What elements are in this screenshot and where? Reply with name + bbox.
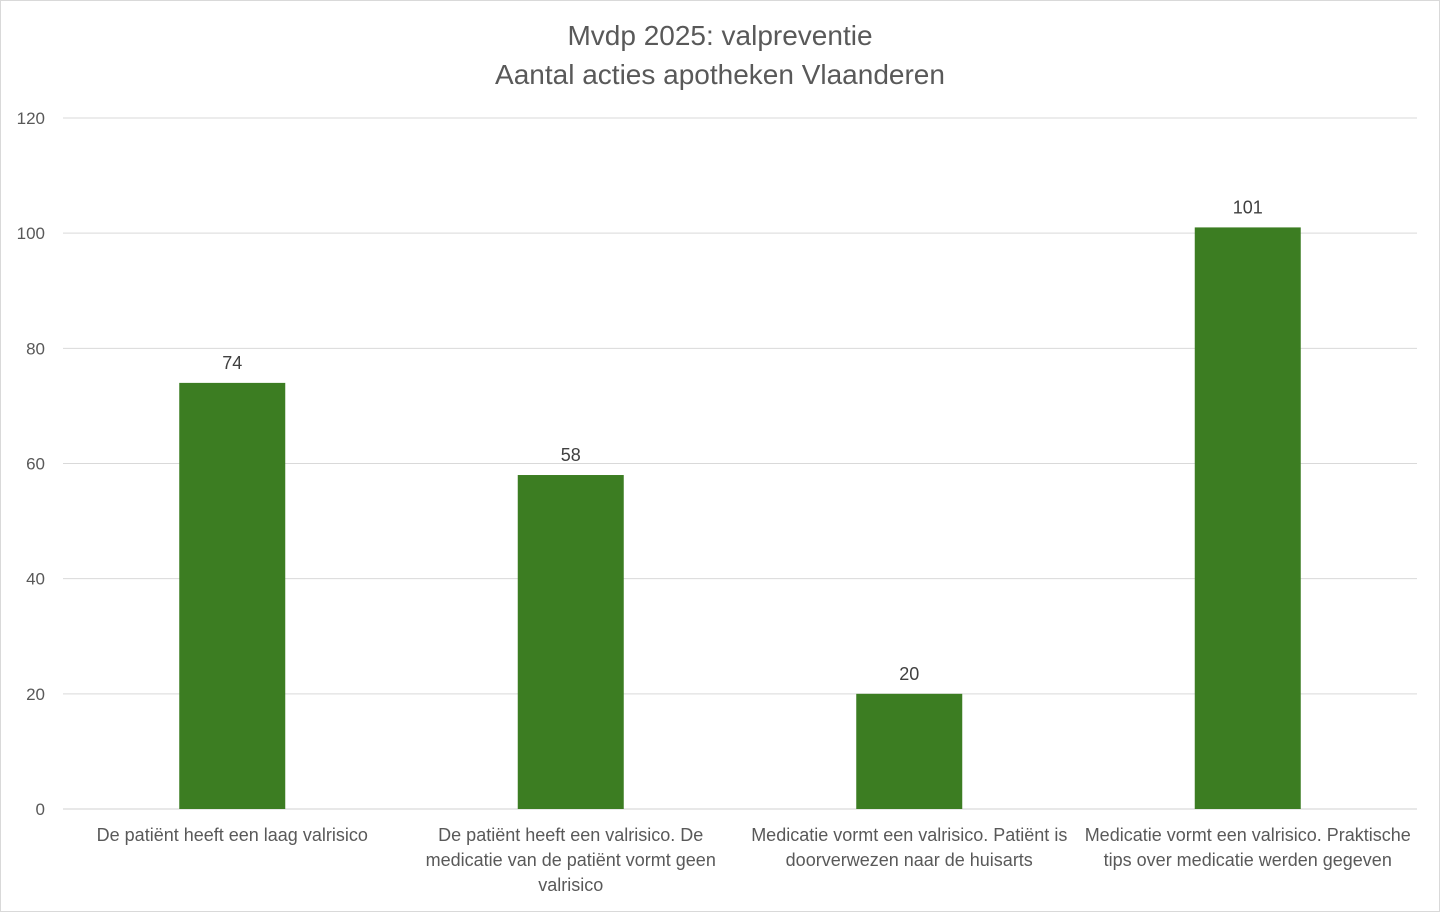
category-label: De patiënt heeft een laag valrisico xyxy=(96,825,368,845)
y-tick-label: 80 xyxy=(26,339,45,358)
chart-subtitle: Aantal acties apotheken Vlaanderen xyxy=(495,59,945,90)
y-tick-label: 60 xyxy=(26,455,45,474)
chart-title: Mvdp 2025: valpreventie xyxy=(567,20,873,51)
bar xyxy=(1194,227,1301,810)
data-label: 20 xyxy=(899,664,919,684)
data-label: 74 xyxy=(222,353,242,373)
bar xyxy=(517,475,624,809)
y-tick-label: 120 xyxy=(17,109,45,128)
category-label: De patiënt heeft een valrisico. De medic… xyxy=(425,825,716,895)
data-label: 58 xyxy=(561,445,581,465)
y-tick-label: 0 xyxy=(36,800,45,819)
bar xyxy=(179,382,286,809)
bar xyxy=(856,693,963,809)
y-tick-label: 40 xyxy=(26,570,45,589)
y-tick-label: 100 xyxy=(17,224,45,243)
category-label: Medicatie vormt een valrisico. Praktisch… xyxy=(1084,825,1411,870)
category-label: Medicatie vormt een valrisico. Patiënt i… xyxy=(751,825,1068,870)
data-label: 101 xyxy=(1233,197,1263,217)
y-tick-label: 20 xyxy=(26,685,45,704)
